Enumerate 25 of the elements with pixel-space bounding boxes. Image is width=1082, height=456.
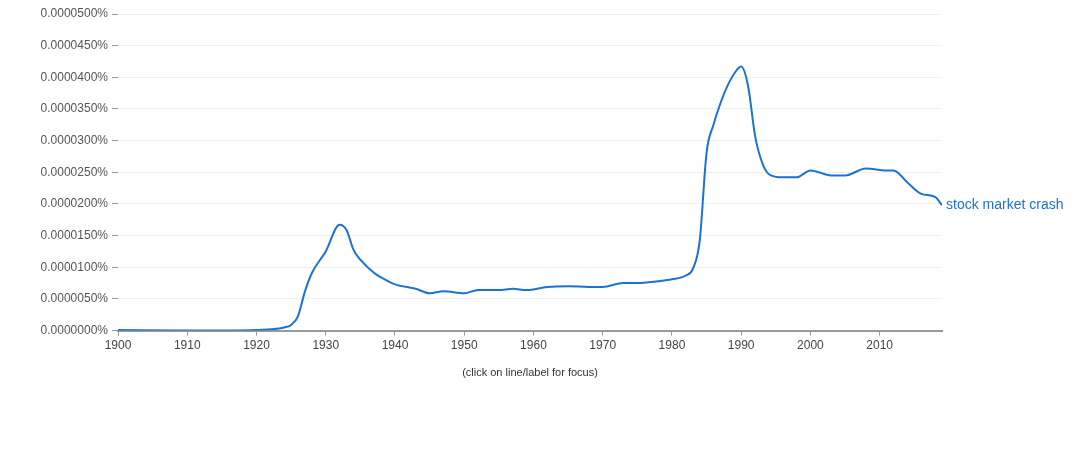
y-tick-label: 0.0000150% xyxy=(40,227,109,242)
y-tick-label: 0.0000000% xyxy=(40,322,109,337)
y-tick-label: 0.0000450% xyxy=(40,37,109,52)
y-tick-label: 0.0000400% xyxy=(40,69,109,84)
y-tick-label: 0.0000300% xyxy=(40,132,109,147)
y-tick-label: 0.0000250% xyxy=(40,164,109,179)
x-tick-label: 1930 xyxy=(312,338,340,353)
x-tick-label: 1920 xyxy=(243,338,271,353)
x-tick-label: 1990 xyxy=(727,338,755,353)
x-tick-label: 1980 xyxy=(658,338,686,353)
y-tick-label: 0.0000050% xyxy=(40,291,109,306)
x-tick-label: 1960 xyxy=(520,338,548,353)
x-tick-label: 1940 xyxy=(381,338,409,353)
x-tick-label: 2000 xyxy=(797,338,825,353)
x-tick-label: 1900 xyxy=(104,338,132,353)
series-label: stock market crash xyxy=(946,196,1064,213)
x-tick-label: 2010 xyxy=(866,338,894,353)
text: (click on line/label for focus) xyxy=(462,365,598,378)
y-tick-label: 0.0000500% xyxy=(40,6,109,21)
x-tick-label: 1910 xyxy=(173,338,201,353)
y-tick-label: 0.0000100% xyxy=(40,259,109,274)
x-tick-label: 1950 xyxy=(450,338,478,353)
x-tick-label: 1970 xyxy=(589,338,617,353)
y-tick-label: 0.0000200% xyxy=(40,196,109,211)
y-tick-label: 0.0000350% xyxy=(40,101,109,116)
